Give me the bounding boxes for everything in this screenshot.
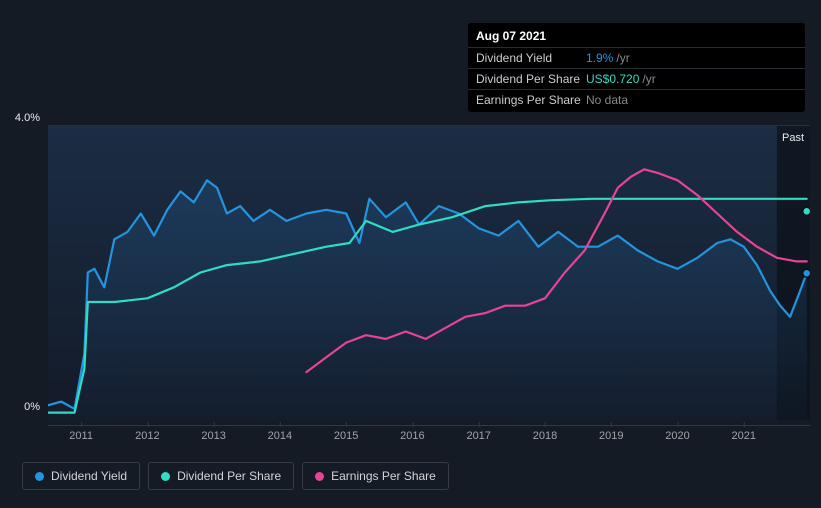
x-axis-tick: 2014 xyxy=(268,430,292,442)
chart-tooltip: Aug 07 2021 Dividend Yield1.9%/yrDividen… xyxy=(468,23,805,112)
legend-label: Earnings Per Share xyxy=(331,469,436,483)
plot-area[interactable] xyxy=(48,125,810,420)
x-axis-tick: 2012 xyxy=(135,430,159,442)
tooltip-metric-value: No data xyxy=(586,93,628,107)
past-region-label: Past xyxy=(782,132,804,144)
x-axis-tick: 2021 xyxy=(731,430,755,442)
y-axis-bottom-label: 0% xyxy=(24,401,40,413)
x-axis-tick: 2015 xyxy=(334,430,358,442)
x-axis-tick: 2019 xyxy=(599,430,623,442)
tooltip-row: Earnings Per ShareNo data xyxy=(468,90,805,110)
x-axis-tick: 2017 xyxy=(466,430,490,442)
x-axis-tick: 2016 xyxy=(400,430,424,442)
tooltip-metric-label: Dividend Per Share xyxy=(476,72,586,86)
dividend-chart: 4.0% 0% Past 201120122013201420152016201… xyxy=(20,100,810,445)
x-axis: 2011 2012 2013 2014 2015 2016 2017 2018 2019 2020… xyxy=(48,425,810,445)
tooltip-metric-label: Dividend Yield xyxy=(476,51,586,65)
tooltip-row: Dividend Per ShareUS$0.720/yr xyxy=(468,69,805,90)
legend-item[interactable]: Dividend Per Share xyxy=(148,462,294,490)
legend-swatch xyxy=(161,472,170,481)
tooltip-metric-value: 1.9%/yr xyxy=(586,51,630,65)
x-axis-tick: 2013 xyxy=(201,430,225,442)
x-axis-tick: 2020 xyxy=(665,430,689,442)
x-axis-tick: 2018 xyxy=(533,430,557,442)
legend-swatch xyxy=(35,472,44,481)
x-axis-tick: 2011 xyxy=(69,430,93,442)
legend-item[interactable]: Dividend Yield xyxy=(22,462,140,490)
tooltip-metric-value: US$0.720/yr xyxy=(586,72,656,86)
legend-label: Dividend Per Share xyxy=(177,469,281,483)
y-axis-top-label: 4.0% xyxy=(15,112,40,124)
legend-swatch xyxy=(315,472,324,481)
chart-legend: Dividend Yield Dividend Per Share Earnings… xyxy=(22,462,449,490)
legend-item[interactable]: Earnings Per Share xyxy=(302,462,449,490)
tooltip-metric-label: Earnings Per Share xyxy=(476,93,586,107)
tooltip-row: Dividend Yield1.9%/yr xyxy=(468,48,805,69)
legend-label: Dividend Yield xyxy=(51,469,127,483)
tooltip-date: Aug 07 2021 xyxy=(468,25,805,48)
